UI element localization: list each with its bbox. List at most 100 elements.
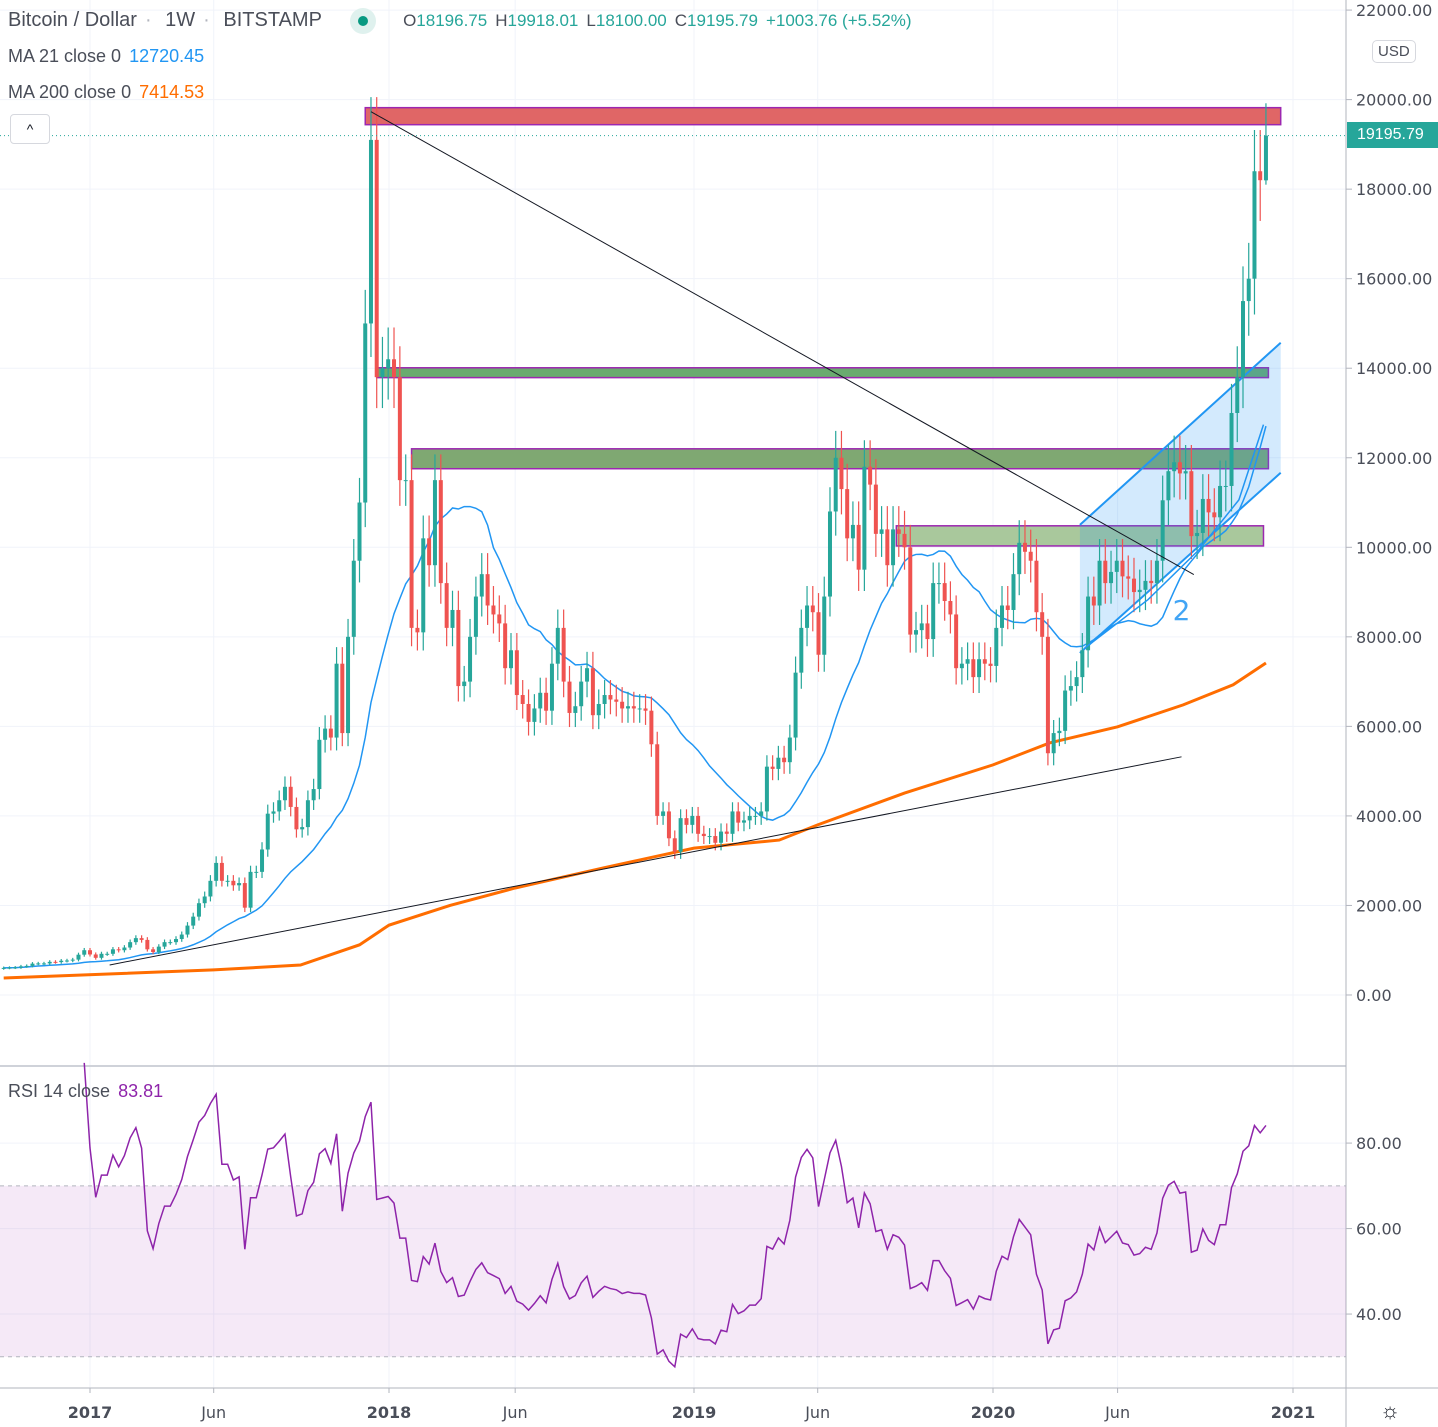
- candle-body: [608, 695, 613, 700]
- candle-body: [1154, 560, 1159, 584]
- candle: [596, 689, 601, 730]
- candle: [936, 562, 941, 604]
- candle: [1252, 130, 1257, 315]
- candle-body: [724, 831, 729, 834]
- candle-body: [741, 820, 746, 823]
- candle-body: [1028, 551, 1033, 561]
- candle-body: [93, 954, 98, 958]
- candle: [485, 553, 490, 625]
- candle-body: [1177, 462, 1182, 474]
- candle-body: [1241, 301, 1245, 378]
- time-tick-label: Jun: [502, 1403, 528, 1422]
- candle: [231, 875, 236, 891]
- candle: [1206, 474, 1211, 537]
- interval-label[interactable]: 1W: [165, 9, 196, 32]
- candle: [520, 680, 525, 719]
- candle-body: [277, 800, 282, 812]
- candle: [1074, 661, 1079, 702]
- candle: [237, 877, 242, 891]
- candle-body: [643, 708, 648, 711]
- candle-body: [357, 502, 362, 561]
- candle-body: [544, 692, 549, 711]
- candle: [7, 966, 12, 970]
- ma21-legend[interactable]: MA 21 close 0 12720.45: [8, 46, 205, 66]
- candle: [994, 609, 999, 683]
- candle-body: [862, 466, 867, 570]
- candle-body: [1057, 730, 1062, 734]
- candle-body: [41, 963, 46, 965]
- price-tick-label: 16000.00: [1356, 270, 1432, 289]
- candle: [202, 891, 207, 908]
- candle-body: [1195, 532, 1200, 537]
- rsi-legend[interactable]: RSI 14 close 83.81: [8, 1081, 164, 1101]
- ma200-legend[interactable]: MA 200 close 0 7414.53: [8, 82, 205, 102]
- candle: [764, 755, 769, 821]
- candle-body: [208, 880, 213, 897]
- time-tick-label: 2019: [672, 1403, 717, 1422]
- candle: [288, 776, 293, 817]
- price-zone: [375, 367, 1270, 379]
- candle: [317, 727, 322, 800]
- candle: [1103, 539, 1108, 604]
- candle: [982, 642, 987, 681]
- candle-body: [526, 703, 531, 722]
- candle: [1045, 618, 1050, 766]
- candle: [450, 590, 455, 647]
- candle: [833, 430, 838, 536]
- candle-body: [242, 883, 247, 908]
- candle-body: [110, 949, 115, 954]
- candle-body: [156, 946, 161, 953]
- market-status-icon[interactable]: [349, 8, 376, 34]
- symbol-name[interactable]: Bitcoin / Dollar: [8, 9, 137, 32]
- collapse-legend-button[interactable]: ^: [10, 114, 50, 144]
- candle-body: [942, 583, 947, 602]
- candle: [1051, 719, 1056, 766]
- channel-lower-line: [1079, 472, 1282, 654]
- candle: [526, 689, 531, 736]
- candle: [503, 604, 508, 685]
- candle: [93, 952, 98, 960]
- currency-button[interactable]: USD: [1372, 40, 1416, 63]
- candle-body: [1258, 171, 1263, 181]
- candle-body: [891, 529, 896, 566]
- candle: [713, 828, 718, 851]
- candle-body: [409, 480, 414, 628]
- candle-body: [649, 710, 654, 745]
- candle: [392, 327, 397, 409]
- candle-body: [1126, 576, 1131, 579]
- candle-body: [856, 524, 861, 570]
- candle: [456, 590, 461, 702]
- candle-body: [231, 880, 236, 886]
- candle: [822, 576, 827, 672]
- close-value: 19195.79: [687, 11, 758, 31]
- candle-body: [596, 703, 601, 716]
- candle-body: [1143, 580, 1148, 590]
- price-tick-label: 14000.00: [1356, 359, 1432, 378]
- candle: [1229, 383, 1234, 512]
- candle: [53, 960, 58, 964]
- time-tick-label: 2020: [971, 1403, 1016, 1422]
- candle: [1200, 474, 1205, 557]
- candle-body: [982, 659, 987, 664]
- candle-body: [82, 950, 87, 955]
- candle: [30, 962, 35, 968]
- candle: [282, 776, 287, 810]
- candle-body: [684, 818, 689, 825]
- candle-body: [520, 695, 525, 704]
- candle-body: [196, 903, 201, 917]
- candle-body: [491, 605, 496, 615]
- candle: [965, 642, 970, 681]
- candle-body: [971, 659, 976, 678]
- candle-body: [538, 692, 543, 709]
- settings-gear-icon[interactable]: ☼: [1380, 1398, 1401, 1423]
- candle: [1189, 444, 1194, 560]
- candle-body: [833, 457, 838, 512]
- candle-body: [1000, 605, 1005, 628]
- candle-body: [202, 896, 207, 904]
- time-tick-label: Jun: [200, 1403, 226, 1422]
- candle: [185, 922, 190, 938]
- candle: [191, 912, 196, 930]
- candle-body: [509, 650, 513, 669]
- candle-body: [214, 862, 219, 881]
